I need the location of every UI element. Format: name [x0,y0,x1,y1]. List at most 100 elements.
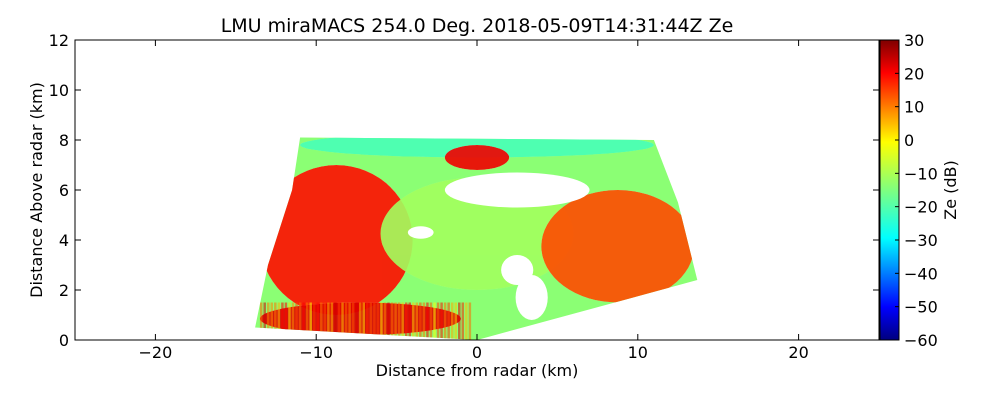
reflectivity-region [259,165,413,315]
reflectivity-streak [443,302,447,340]
reflectivity-streak [295,302,298,340]
no-echo-gap [515,275,548,320]
reflectivity-streak [263,302,266,340]
reflectivity-streak [383,302,387,340]
reflectivity-streak [387,302,390,340]
reflectivity-streak [415,302,419,340]
colorbar-tick-label: 0 [904,131,914,150]
colorbar-tick-label: −30 [904,231,938,250]
reflectivity-streak [436,302,440,340]
reflectivity-streak [281,302,284,340]
reflectivity-region [444,145,510,170]
x-tick-label: 0 [472,343,482,362]
chart-title: LMU miraMACS 254.0 Deg. 2018-05-09T14:31… [221,15,734,37]
colorbar-label: Ze (dB) [941,160,960,220]
reflectivity-streak [330,302,334,340]
reflectivity-streak [302,302,305,340]
reflectivity-streak [380,302,383,340]
reflectivity-streak [341,302,344,340]
reflectivity-streak [426,302,429,340]
reflectivity-streak [327,302,330,340]
reflectivity-streak [288,302,291,340]
y-tick-label: 4 [59,231,69,250]
reflectivity-streak [284,302,288,340]
colorbar-ticks: 30 20 10 0 −10 −20 −30 −40 −50 −60 [895,31,938,350]
no-echo-gap [407,226,434,239]
reflectivity-streak [468,302,472,340]
reflectivity-streak [320,302,323,340]
colorbar-tick-label: 10 [904,98,924,117]
colorbar-gradient [879,39,900,341]
y-axis-label: Distance Above radar (km) [27,82,46,298]
reflectivity-streak [344,302,348,340]
y-tick-label: 0 [59,331,69,350]
x-tick-label: 10 [628,343,648,362]
reflectivity-streak [419,302,422,340]
y-tick-label: 6 [59,181,69,200]
reflectivity-streak [259,302,263,340]
y-tick-label: 10 [49,81,69,100]
colorbar-tick-label: −10 [904,164,938,183]
reflectivity-streak [433,302,436,340]
reflectivity-streak [454,302,457,340]
reflectivity-streak [390,302,394,340]
reflectivity-streak [458,302,461,340]
reflectivity-streak [376,302,380,340]
reflectivity-streak [274,302,277,340]
reflectivity-streak [277,302,281,340]
reflectivity-streak [422,302,426,340]
reflectivity-streak [334,302,337,340]
reflectivity-streak [309,302,312,340]
reflectivity-streak [348,302,351,340]
y-axis: 0 2 4 6 8 10 12 [49,31,879,350]
reflectivity-streak [366,302,369,340]
reflectivity-streak [373,302,376,340]
reflectivity-streak [450,302,454,340]
colorbar-tick-label: −20 [904,198,938,217]
reflectivity-streak [401,302,404,340]
colorbar-tick-label: −50 [904,298,938,317]
colorbar-tick-label: 30 [904,31,924,50]
reflectivity-streak [461,302,465,340]
y-tick-label: 8 [59,131,69,150]
y-tick-label: 2 [59,281,69,300]
x-axis-label: Distance from radar (km) [376,361,579,380]
reflectivity-streak [404,302,408,340]
x-tick-label: −10 [299,343,333,362]
reflectivity-field [255,137,698,340]
reflectivity-region [541,190,695,303]
reflectivity-streak [298,302,302,340]
plot-area [74,39,880,341]
no-echo-gaps [407,172,590,320]
reflectivity-streak [447,302,450,340]
reflectivity-streak [369,302,373,340]
reflectivity-streak [440,302,443,340]
reflectivity-streak [316,302,320,340]
reflectivity-streak [305,302,309,340]
reflectivity-streak [270,302,274,340]
reflectivity-streak [323,302,327,340]
reflectivity-streak [465,302,468,340]
reflectivity-streak [312,302,316,340]
reflectivity-streak [337,302,341,340]
reflectivity-streak [351,302,355,340]
reflectivity-streak [408,302,411,340]
reflectivity-streak [394,302,397,340]
x-tick-label: −20 [139,343,173,362]
colorbar-tick-label: −40 [904,264,938,283]
reflectivity-streak [362,302,366,340]
reflectivity-streak [266,302,270,340]
reflectivity-streak [355,302,358,340]
reflectivity-streak [397,302,401,340]
y-tick-label: 12 [49,31,69,50]
reflectivity-streak [358,302,362,340]
reflectivity-streak [412,302,415,340]
colorbar-tick-label: 20 [904,64,924,83]
reflectivity-streak [291,302,295,340]
colorbar: 30 20 10 0 −10 −20 −30 −40 −50 −60 Ze (dB) [879,31,960,350]
x-axis: −20 −10 0 10 20 [139,40,809,362]
no-echo-gap [444,172,590,208]
reflectivity-streak [429,302,433,340]
x-tick-label: 20 [788,343,808,362]
